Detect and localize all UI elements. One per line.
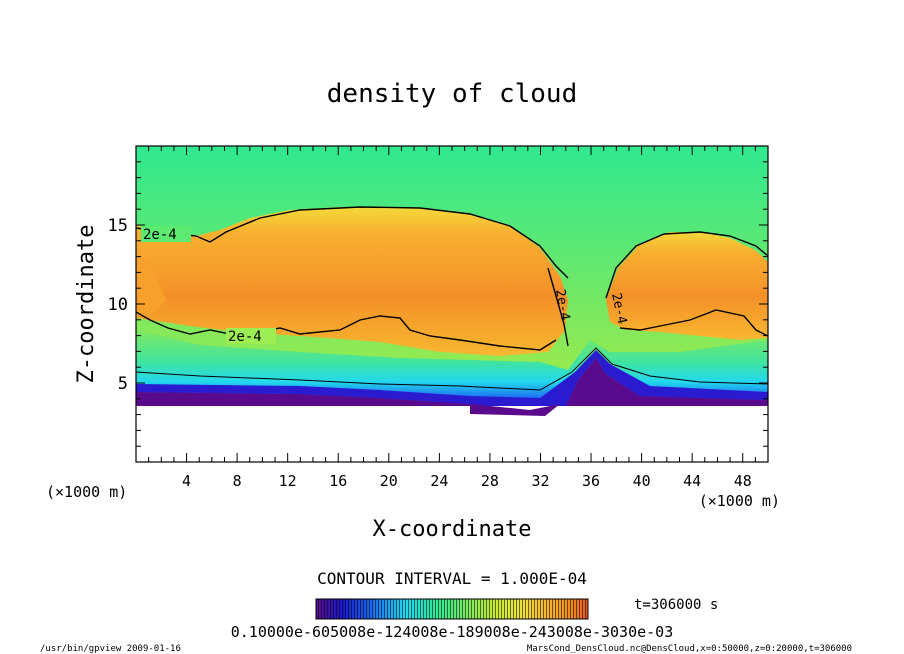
contour-label: 2e-4: [228, 329, 262, 345]
x-tick-label: 16: [329, 472, 347, 490]
y-tick-label: 5: [118, 374, 128, 394]
x-tick-label: 32: [531, 472, 549, 490]
main-cloud: [136, 207, 568, 356]
y-axis-title: Z-coordinate: [74, 225, 99, 384]
contour-label: 2e-4: [552, 288, 572, 322]
footer-left: /usr/bin/gpview 2009-01-16: [40, 644, 181, 654]
chart-title: density of cloud: [327, 79, 577, 109]
contour-line: [136, 311, 557, 351]
contour-line: [605, 231, 768, 299]
x-axis: 4 8 12 16 20 24 28 32 36 40 44 48: [148, 146, 756, 490]
x-tick-label: 20: [380, 472, 398, 490]
contour-line: [619, 309, 768, 337]
colorbar-labels: 0.10000e-605008e-124008e-189008e-243008e…: [231, 623, 674, 641]
contour-label: 2e-4: [143, 227, 177, 243]
time-label: t=306000 s: [634, 597, 718, 613]
density-field: [136, 146, 768, 462]
x-tick-label: 8: [233, 472, 242, 490]
x-axis-unit: (×1000 m): [699, 492, 780, 510]
base-layer: [136, 358, 768, 416]
contour-line: [547, 267, 569, 347]
contour-line: [136, 206, 569, 279]
colorbar: [315, 598, 589, 620]
contour-line: [136, 347, 768, 391]
contour-labels: 2e-4 2e-4 2e-4 2e-4: [141, 226, 629, 345]
footer-right: MarsCond_DensCloud.nc@DensCloud,x=0:5000…: [527, 644, 852, 654]
y-axis-unit: (×1000 m): [46, 483, 127, 501]
x-tick-label: 12: [279, 472, 297, 490]
x-axis-title: X-coordinate: [373, 517, 532, 542]
x-tick-label: 28: [481, 472, 499, 490]
y-tick-label: 10: [108, 295, 128, 315]
x-tick-label: 44: [683, 472, 701, 490]
x-tick-label: 40: [633, 472, 651, 490]
y-tick-label: 15: [108, 216, 128, 236]
x-tick-label: 36: [582, 472, 600, 490]
contour-interval: CONTOUR INTERVAL = 1.000E-04: [317, 569, 587, 588]
contour-label: 2e-4: [608, 292, 629, 326]
x-tick-label: 24: [430, 472, 448, 490]
x-tick-label: 4: [182, 472, 191, 490]
y-axis: 5 10 15: [108, 161, 768, 447]
x-tick-label: 48: [734, 472, 752, 490]
